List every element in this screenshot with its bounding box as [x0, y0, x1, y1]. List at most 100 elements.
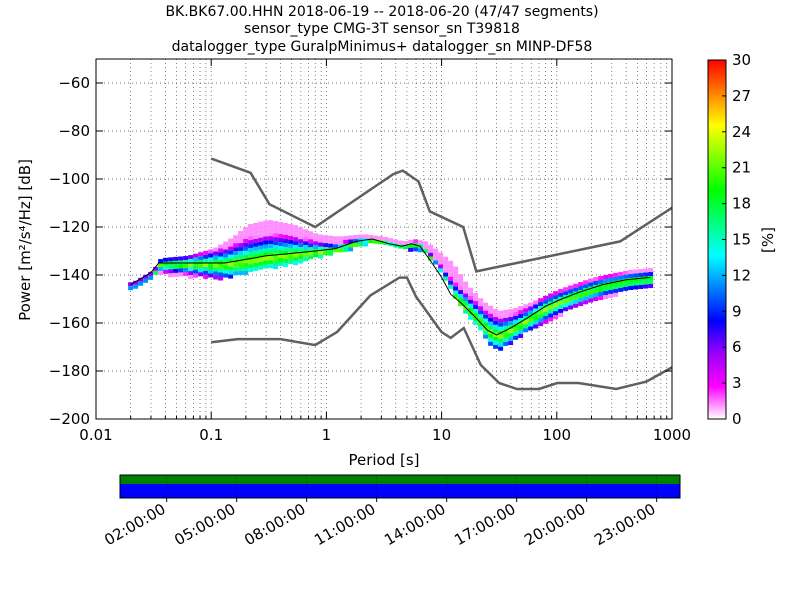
time-bar-frame: [119, 474, 681, 499]
heatmap-cell: [178, 272, 184, 277]
heatmap-cell: [203, 250, 209, 255]
heatmap-cell: [428, 244, 434, 249]
heatmap-cell: [618, 287, 624, 292]
heatmap-cell: [298, 259, 304, 264]
heatmap-cell: [513, 327, 519, 332]
heatmap-cell: [193, 265, 199, 270]
heatmap-cell: [498, 326, 504, 331]
heatmap-cell: [223, 249, 229, 254]
heatmap-cell: [558, 292, 564, 297]
heatmap-cell: [568, 297, 574, 302]
heatmap-cell: [228, 270, 234, 275]
heatmap-cell: [508, 325, 514, 330]
heatmap-cell: [293, 237, 299, 242]
heatmap-cell: [248, 260, 254, 265]
heatmap-cell: [233, 263, 239, 268]
heatmap-cell: [473, 297, 479, 302]
heatmap-cell: [553, 315, 559, 320]
heatmap-cell: [623, 282, 629, 287]
heatmap-cell: [228, 238, 234, 243]
heatmap-cell: [218, 256, 224, 261]
heatmap-cell: [493, 336, 499, 341]
heatmap-cell: [323, 247, 329, 252]
heatmap-cell: [583, 280, 589, 285]
heatmap-cell: [398, 244, 404, 249]
heatmap-cell: [328, 247, 334, 252]
heatmap-cell: [173, 272, 179, 277]
heatmap-cell: [273, 257, 279, 262]
heatmap-cell: [598, 292, 604, 297]
heatmap-cell: [278, 254, 284, 259]
heatmap-cell: [523, 328, 529, 333]
heatmap-cell: [183, 256, 189, 261]
heatmap-cell: [513, 307, 519, 312]
heatmap-cell: [398, 240, 404, 245]
heatmap-cell: [523, 324, 529, 329]
heatmap-cell: [143, 278, 149, 283]
heatmap-cell: [298, 251, 304, 256]
heatmap-cell: [253, 258, 259, 263]
heatmap-cell: [188, 263, 194, 268]
heatmap-cell: [278, 222, 284, 227]
heatmap-cell: [623, 286, 629, 291]
heatmap-cell: [488, 333, 494, 338]
heatmap-cell: [303, 233, 309, 238]
heatmap-cell: [553, 311, 559, 316]
heatmap-cell: [218, 268, 224, 273]
heatmap-cell: [318, 246, 324, 251]
heatmap-cell: [453, 278, 459, 283]
heatmap-cell: [288, 223, 294, 228]
heatmap-cell: [603, 278, 609, 283]
data-coverage-bar: [120, 475, 680, 484]
heatmap-cell: [263, 252, 269, 257]
heatmap-cell: [513, 335, 519, 340]
heatmap-cell: [268, 240, 274, 245]
heatmap-cell: [308, 255, 314, 260]
heatmap-cell: [563, 303, 569, 308]
heatmap-cell: [448, 284, 454, 289]
heatmap-cell: [253, 234, 259, 239]
heatmap-cell: [593, 277, 599, 282]
heatmap-cell: [273, 261, 279, 266]
heatmap-cell: [558, 300, 564, 305]
heatmap-cell: [203, 270, 209, 275]
heatmap-cell: [228, 274, 234, 279]
psd-heatmap: [128, 220, 654, 351]
heatmap-cell: [283, 238, 289, 243]
heatmap-cell: [638, 269, 644, 274]
heatmap-cell: [473, 313, 479, 318]
heatmap-cell: [583, 284, 589, 289]
heatmap-cell: [633, 277, 639, 282]
heatmap-cell: [198, 260, 204, 265]
heatmap-cell: [468, 303, 474, 308]
heatmap-cell: [553, 299, 559, 304]
heatmap-cell: [443, 272, 449, 277]
heatmap-cell: [233, 251, 239, 256]
heatmap-cell: [523, 304, 529, 309]
heatmap-cell: [298, 247, 304, 252]
heatmap-cell: [218, 248, 224, 253]
heatmap-cell: [333, 248, 339, 253]
heatmap-cell: [563, 307, 569, 312]
heatmap-cell: [268, 264, 274, 269]
heatmap-cell: [458, 282, 464, 287]
heatmap-cell: [213, 271, 219, 276]
heatmap-cell: [258, 237, 264, 242]
heatmap-cell: [598, 280, 604, 285]
heatmap-cell: [558, 288, 564, 293]
heatmap-cell: [328, 251, 334, 256]
heatmap-cell: [213, 259, 219, 264]
heatmap-cell: [618, 275, 624, 280]
heatmap-cell: [443, 276, 449, 281]
nlnm-curve: [211, 276, 673, 391]
heatmap-cell: [338, 248, 344, 253]
heatmap-cell: [553, 303, 559, 308]
heatmap-cell: [458, 302, 464, 307]
heatmap-cell: [198, 256, 204, 261]
heatmap-cell: [283, 250, 289, 255]
heatmap-cell: [453, 294, 459, 299]
heatmap-cell: [193, 253, 199, 258]
heatmap-cell: [558, 308, 564, 313]
heatmap-cell: [458, 278, 464, 283]
heatmap-cell: [148, 271, 154, 276]
